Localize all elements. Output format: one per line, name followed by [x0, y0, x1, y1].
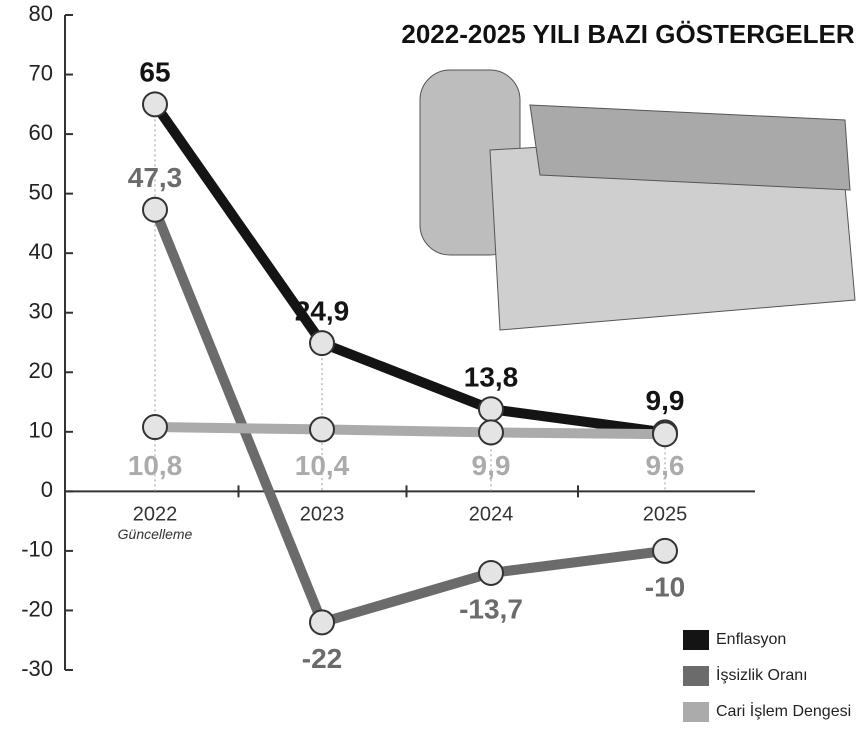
data-point — [309, 416, 335, 443]
x-tick-label: 2022 — [133, 504, 178, 526]
x-tick-label: 2023 — [300, 504, 345, 526]
annotation: Güncelleme — [118, 526, 193, 542]
y-tick-label: 20 — [29, 358, 53, 383]
data-label: 9,6 — [646, 450, 685, 481]
data-point — [478, 396, 504, 423]
legend-swatch — [683, 666, 709, 686]
legend-label: Cari İşlem Dengesi — [716, 701, 851, 720]
data-label: 9,9 — [472, 450, 511, 481]
data-label: -10 — [645, 571, 685, 602]
data-label: -22 — [302, 643, 342, 674]
y-tick-label: 80 — [29, 1, 53, 26]
x-tick-label: 2024 — [469, 504, 514, 526]
series-line — [150, 101, 666, 438]
y-tick-label: 30 — [29, 299, 53, 324]
legend-swatch — [683, 630, 709, 650]
money-image — [419, 69, 856, 331]
data-label: 13,8 — [464, 362, 519, 393]
money-stack — [529, 104, 851, 191]
y-tick-label: 60 — [29, 120, 53, 145]
data-point — [652, 421, 678, 448]
legend-label: Enflasyon — [716, 631, 786, 648]
data-point — [478, 559, 504, 586]
y-tick-label: 50 — [29, 179, 53, 204]
y-tick-label: 70 — [29, 60, 53, 85]
data-point — [478, 419, 504, 446]
y-tick-label: 10 — [29, 418, 53, 443]
data-point — [309, 609, 335, 636]
y-tick-label: -10 — [21, 537, 53, 562]
data-label: 10,4 — [295, 450, 350, 481]
data-label: -13,7 — [459, 593, 523, 624]
legend-swatch — [683, 702, 709, 722]
y-tick-label: -20 — [21, 596, 53, 621]
data-point — [142, 414, 168, 441]
y-tick-label: -30 — [21, 656, 53, 681]
chart-title: 2022-2025 YILI BAZI GÖSTERGELER — [401, 19, 854, 49]
series-line — [150, 207, 666, 628]
x-tick-label: 2025 — [643, 504, 688, 526]
data-point — [309, 330, 335, 357]
data-point — [652, 537, 678, 564]
legend-label: İşsizlik Oranı — [716, 665, 808, 684]
data-point — [142, 196, 168, 223]
data-label: 10,8 — [128, 450, 183, 481]
data-label: 47,3 — [128, 162, 183, 193]
data-point — [142, 91, 168, 118]
y-tick-label: 40 — [29, 239, 53, 264]
y-tick-label: 0 — [41, 477, 53, 502]
data-label: 65 — [139, 57, 170, 88]
data-label: 24,9 — [295, 295, 350, 326]
data-label: 9,9 — [646, 385, 685, 416]
series-line — [154, 422, 666, 440]
